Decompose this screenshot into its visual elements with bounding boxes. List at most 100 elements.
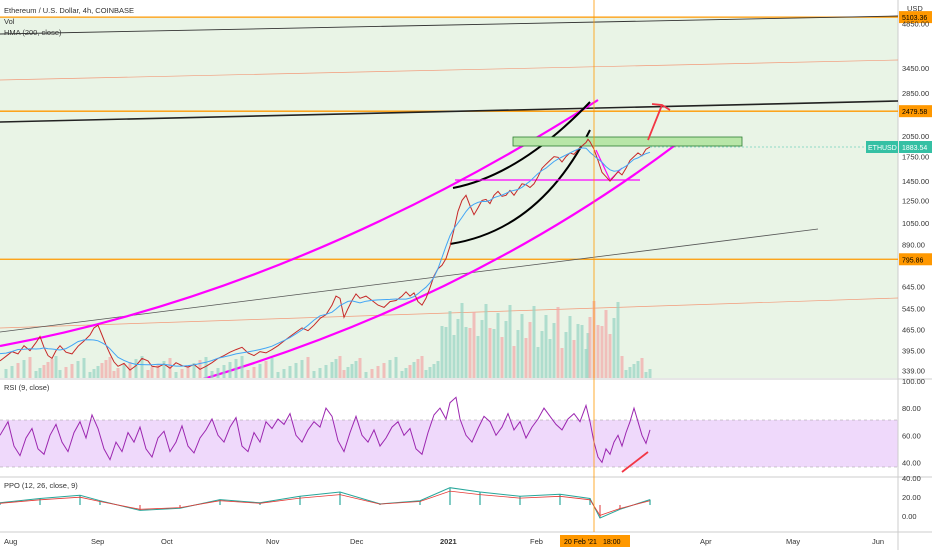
- volume-bar: [258, 364, 262, 378]
- price-axis-tick: 890.00: [902, 241, 925, 250]
- volume-bar: [540, 331, 544, 378]
- volume-bar: [174, 372, 178, 378]
- volume-bar: [204, 357, 208, 378]
- volume-bar: [580, 325, 584, 378]
- volume-bar: [616, 302, 620, 378]
- ppo-histogram-bar: [139, 505, 141, 511]
- volume-bar: [228, 362, 232, 378]
- volume-bar: [560, 348, 564, 378]
- volume-bar: [22, 360, 26, 378]
- rsi-line: [0, 396, 651, 464]
- currency-label: USD: [907, 4, 923, 13]
- volume-bar: [234, 359, 238, 378]
- volume-bar: [640, 358, 644, 378]
- volume-bar: [382, 363, 386, 378]
- price-axis-tick: 2850.00: [902, 89, 929, 98]
- volume-bar: [82, 358, 86, 378]
- volume-bar: [330, 362, 334, 378]
- volume-bar: [576, 324, 580, 378]
- rsi-axis-tick: 100.00: [902, 377, 925, 386]
- price-axis-tick: 3450.00: [902, 64, 929, 73]
- volume-bar: [364, 372, 368, 378]
- volume-bar: [150, 367, 154, 378]
- volume-bar: [428, 367, 432, 378]
- price-axis-tick: 2050.00: [902, 132, 929, 141]
- ppo-histogram-bar: [299, 496, 301, 505]
- price-tag-1: [899, 105, 932, 118]
- rsi-axis-tick: 80.00: [902, 404, 921, 413]
- volume-bar: [376, 366, 380, 378]
- volume-bar: [608, 334, 612, 378]
- volume-bar: [544, 315, 548, 378]
- ppo-histogram-bar: [179, 505, 181, 509]
- volume-bar: [448, 311, 452, 378]
- volume-bar: [488, 328, 492, 378]
- upper-channel-curve: [0, 99, 599, 348]
- volume-bar: [252, 367, 256, 378]
- volume-bar: [216, 368, 220, 378]
- vol-label: Vol: [4, 17, 15, 26]
- resistance-trendline: [0, 100, 898, 123]
- volume-bar: [10, 366, 14, 378]
- rsi-band: [0, 420, 898, 467]
- volume-bar: [28, 357, 32, 378]
- volume-bar: [342, 370, 346, 378]
- price-axis-tick: 1050.00: [902, 219, 929, 228]
- volume-bar: [192, 363, 196, 378]
- price-tag-label-1: 2479.58: [902, 109, 927, 116]
- volume-bar: [586, 333, 590, 378]
- volume-bar: [624, 370, 628, 378]
- volume-bar: [334, 359, 338, 378]
- volume-bar: [146, 370, 150, 378]
- volume-bar: [210, 371, 214, 378]
- date-tag-bg: [560, 535, 630, 547]
- ticker-symbol: ETHUSD: [868, 145, 897, 152]
- ppo-label: PPO (12, 26, close, 9): [4, 481, 78, 490]
- volume-bar: [122, 365, 126, 378]
- volume-bar: [88, 372, 92, 378]
- ppo-histogram-bar: [0, 502, 1, 505]
- volume-bar: [104, 360, 108, 378]
- volume-bar: [496, 313, 500, 378]
- ppo-histogram-bar: [219, 499, 221, 505]
- price-axis-tick: 1750.00: [902, 153, 929, 162]
- volume-bar: [404, 368, 408, 378]
- volume-bar: [432, 364, 436, 378]
- volume-bar: [532, 306, 536, 378]
- ppo-histogram-bar: [449, 487, 451, 505]
- upper-trendline: [0, 15, 898, 35]
- volume-bar: [180, 369, 184, 378]
- volume-bar: [370, 369, 374, 378]
- volume-bar: [492, 329, 496, 378]
- time-axis-tick: Sep: [91, 537, 104, 546]
- volume-bar: [288, 366, 292, 378]
- volume-bar: [520, 314, 524, 378]
- volume-bar: [116, 368, 120, 378]
- volume-bar: [4, 369, 8, 378]
- volume-bar: [282, 369, 286, 378]
- volume-bar: [240, 356, 244, 378]
- volume-bar: [294, 363, 298, 378]
- volume-bar: [568, 316, 572, 378]
- volume-bar: [484, 304, 488, 378]
- volume-bar: [408, 365, 412, 378]
- price-axis-tick: 465.00: [902, 325, 925, 334]
- rsi-label: RSI (9, close): [4, 383, 50, 392]
- upper-arc: [452, 101, 591, 189]
- volume-bar: [604, 310, 608, 378]
- ref-line-0: [0, 59, 898, 81]
- time-axis-tick: Aug: [4, 537, 17, 546]
- ppo-axis-tick: 20.00: [902, 493, 921, 502]
- volume-bar: [42, 365, 46, 378]
- supply-zone[interactable]: [512, 136, 743, 147]
- time-axis-tick: Jun: [872, 537, 884, 546]
- volume-bar: [572, 340, 576, 378]
- time-axis-tick: Dec: [350, 537, 364, 546]
- price-line: [0, 138, 651, 371]
- target-arrow: [647, 104, 663, 141]
- volume-bar: [480, 320, 484, 378]
- volume-bar: [300, 360, 304, 378]
- volume-bar: [186, 366, 190, 378]
- ppo-histogram-bar: [259, 502, 261, 505]
